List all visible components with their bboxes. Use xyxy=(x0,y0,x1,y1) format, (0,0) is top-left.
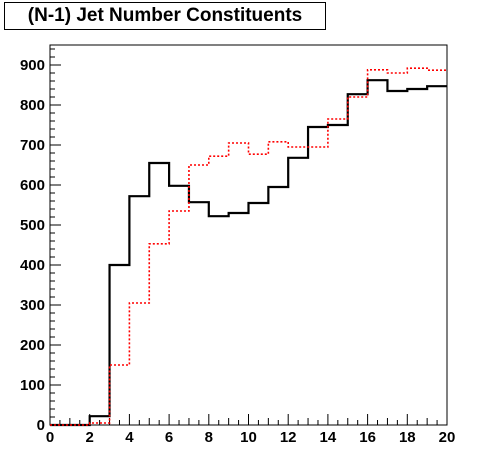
x-tick-label: 10 xyxy=(240,429,257,446)
x-tick-label: 8 xyxy=(205,429,213,446)
y-tick-label: 300 xyxy=(20,297,45,314)
histogram-series-2 xyxy=(50,67,447,426)
x-tick-label: 12 xyxy=(280,429,297,446)
y-tick-label: 100 xyxy=(20,377,45,394)
y-tick-label: 400 xyxy=(20,257,45,274)
y-tick-label: 600 xyxy=(20,177,45,194)
x-tick-label: 6 xyxy=(165,429,173,446)
y-tick-label: 0 xyxy=(37,417,45,434)
x-tick-label: 2 xyxy=(86,429,94,446)
y-tick-label: 700 xyxy=(20,137,45,154)
histogram-series-1 xyxy=(50,79,447,427)
axis-ticks xyxy=(49,48,448,426)
x-tick-label: 4 xyxy=(125,429,134,446)
x-tick-label: 0 xyxy=(46,429,54,446)
x-tick-label: 20 xyxy=(439,429,456,446)
x-tick-label: 14 xyxy=(320,429,337,446)
y-tick-label: 500 xyxy=(20,217,45,234)
y-tick-label: 200 xyxy=(20,337,45,354)
chart-title: (N-1) Jet Number Constituents xyxy=(27,5,303,26)
chart-title-box: (N-1) Jet Number Constituents xyxy=(4,2,326,30)
y-tick-label: 800 xyxy=(20,97,45,114)
tick-labels: 0 2 4 6 8 10 12 14 16 18 2001002003004005006007008… xyxy=(20,57,455,446)
series-layer xyxy=(50,67,447,427)
x-tick-label: 18 xyxy=(399,429,416,446)
y-tick-label: 900 xyxy=(20,57,45,74)
x-tick-label: 16 xyxy=(359,429,376,446)
